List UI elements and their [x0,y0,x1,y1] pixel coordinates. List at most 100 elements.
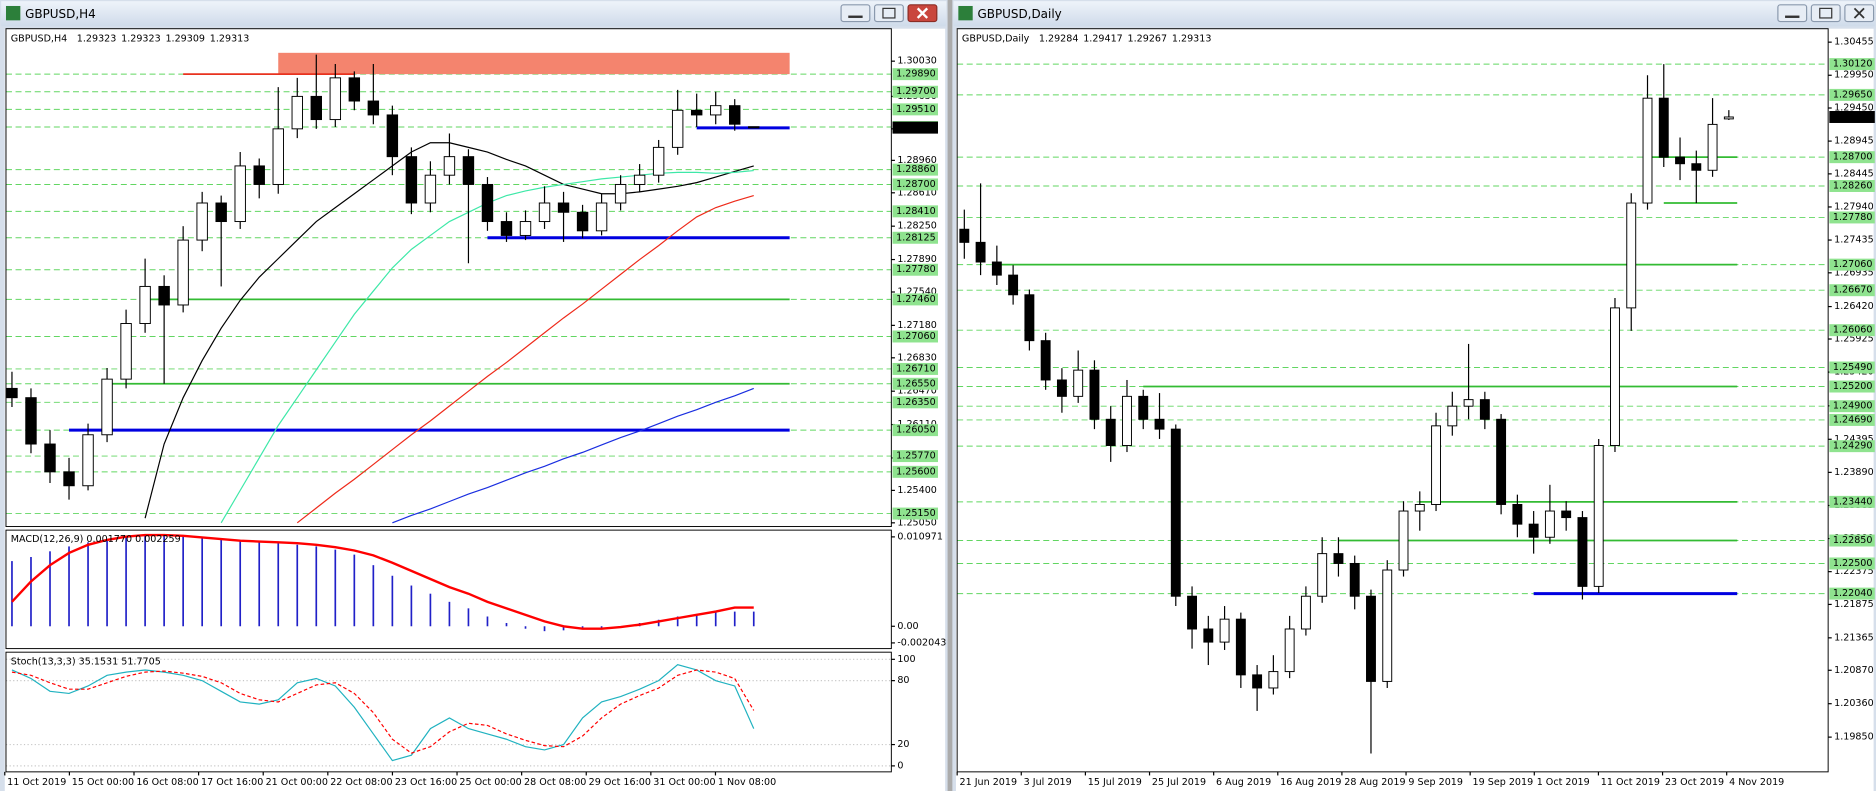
window-title: GBPUSD,Daily [977,7,1061,21]
level-label: 1.30120 [1833,59,1873,70]
stoch-signal [11,669,755,754]
y-tick-label: 1.20870 [1834,665,1874,676]
x-tick-label: 11 Oct 2019 [7,777,66,788]
header-price: 1.29313 [1172,33,1212,44]
level-label: 1.29650 [1833,89,1873,100]
x-tick-label: 16 Aug 2019 [1280,777,1341,788]
y-tick-label: 1.25050 [897,517,937,528]
candle-body [1349,562,1360,597]
candle-body [443,156,456,176]
y-tick-label: 1.28960 [897,155,937,166]
stoch-label: Stoch(13,3,3) 35.1531 51.7705 [11,656,161,667]
candle-body [1382,569,1393,682]
title-bar[interactable] [953,1,1875,27]
level-label-box [1829,557,1875,570]
candle-body [1219,618,1230,643]
candle-body [1073,369,1084,397]
candle-body [234,165,246,223]
level-label: 1.24900 [1833,401,1873,412]
chart-header: GBPUSD,Daily 1.29284 1.29417 1.29267 1.29313 [962,33,1211,44]
candle-body [1561,510,1572,519]
candle-body [1040,340,1051,381]
candle-body [1268,671,1279,689]
candle-body [1024,294,1035,342]
level-label-box [1829,58,1875,71]
level-label: 1.26050 [896,425,936,436]
level-label: 1.27780 [1833,212,1873,223]
x-tick-label: 21 Jun 2019 [960,777,1018,788]
y-tick-label: -0.002043 [897,637,946,648]
level-label: 1.27460 [896,294,936,305]
y-tick-label: 1.25400 [897,485,937,496]
x-tick-label: 16 Oct 08:00 [136,777,198,788]
candle-body [1105,418,1116,446]
x-tick-label: 11 Oct 2019 [1601,777,1660,788]
close-icon [916,7,929,19]
candle-body [1610,307,1620,446]
moving-average [296,195,754,524]
x-tick-label: 28 Aug 2019 [1344,777,1405,788]
level-label-box [1829,440,1875,453]
level-label: 1.26670 [1833,285,1873,296]
level-label: 1.28410 [896,206,936,217]
candle-body [329,77,342,121]
x-tick-label: 17 Oct 16:00 [201,777,263,788]
header-price: 1.29323 [121,33,161,44]
candle-body [557,202,570,213]
chart: 1.30455 1.29950 1.29450 1.28945 1.28445 1.279… [956,28,1875,788]
candle-body [1187,595,1198,630]
y-tick-label: 20 [897,739,909,750]
x-tick-label: 9 Sep 2019 [1408,777,1463,788]
header-price: 1.29323 [77,33,117,44]
x-tick-label: 15 Oct 00:00 [72,777,134,788]
candle-body [1723,116,1734,120]
candle-body [1317,553,1328,597]
y-tick-label: 1.21365 [1834,632,1874,643]
candle-body [44,443,56,473]
level-label: 1.29700 [896,86,936,97]
level-label: 1.26060 [1833,325,1873,336]
candle-body [6,387,18,399]
candle-body [519,221,532,236]
candle-body [1675,156,1685,165]
y-tick-label: 80 [897,675,909,686]
level-label-box [892,424,938,437]
y-tick-label: 1.26935 [1834,267,1874,278]
y-tick-label: 1.26470 [897,386,937,397]
level-label-box [892,178,938,191]
pane-border [5,28,892,528]
y-tick-label: 1.27180 [897,320,937,331]
level-label: 1.25490 [1833,362,1873,373]
candle-body [272,128,284,185]
header-price: 1.29417 [1083,33,1123,44]
current-price-box [892,121,938,134]
candle-body [196,202,208,241]
restore-button[interactable] [873,4,904,23]
candle-body [1203,628,1214,643]
candle-body [253,165,265,185]
minimize-button[interactable] [840,4,871,23]
title-bar[interactable] [1,1,947,27]
level-label: 1.29890 [896,69,936,80]
restore-button[interactable] [1810,4,1841,23]
level-label: 1.25770 [896,451,936,462]
header-price: 1.29309 [165,33,205,44]
level-label-box [892,377,938,390]
candle-body [729,105,741,125]
candle-body [1577,517,1588,587]
moving-average [392,387,754,524]
y-tick-label: 1.24395 [1834,434,1874,445]
candle-body [1235,618,1246,676]
level-label-box [1829,258,1875,271]
candle-body [1512,504,1523,525]
y-tick-label: 1.26420 [1834,301,1874,312]
header-price: 1.29267 [1128,33,1168,44]
candle-body [1170,428,1181,597]
level-label: 1.28860 [896,164,936,175]
candle-body [1300,595,1311,630]
header-price: 1.29284 [1039,33,1079,44]
candle-body [975,241,986,263]
x-tick-label: 21 Oct 00:00 [266,777,328,788]
level-label-box [1829,88,1875,101]
minimize-button[interactable] [1777,4,1808,23]
